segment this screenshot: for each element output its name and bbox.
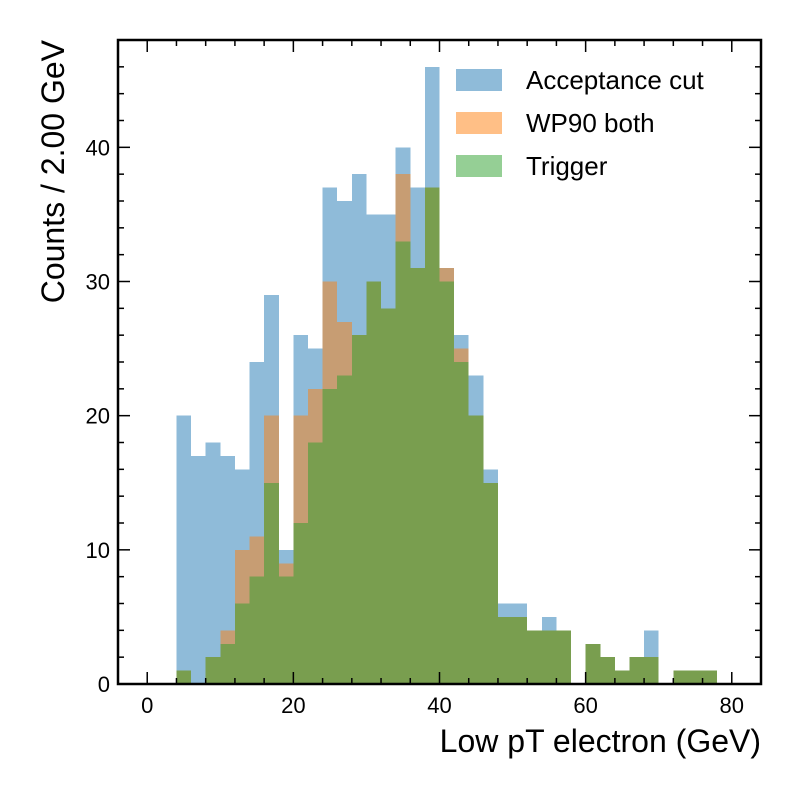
bar (220, 643, 235, 684)
bar (454, 362, 469, 684)
bar (439, 281, 455, 684)
y-tick-label: 20 (86, 404, 110, 429)
legend-swatch (456, 69, 502, 91)
bar (468, 415, 484, 684)
x-axis-label: Low pT electron (GeV) (440, 723, 761, 759)
legend: Acceptance cut WP90 both Trigger (456, 65, 705, 181)
x-tick-label: 0 (141, 693, 153, 718)
series-2 (176, 187, 718, 685)
bar (176, 670, 192, 684)
bar (307, 442, 323, 684)
bar (337, 375, 352, 684)
legend-label: Acceptance cut (526, 65, 705, 95)
x-tick-label: 80 (720, 693, 744, 718)
bar (483, 482, 498, 684)
bar (497, 616, 513, 684)
bar (673, 670, 688, 684)
bar (556, 630, 572, 684)
y-axis-label: Counts / 2.00 GeV (35, 39, 71, 303)
y-tick-label: 0 (98, 672, 110, 697)
bar (205, 657, 221, 684)
bar (629, 657, 645, 684)
tick-labels: 0 20 40 60 80 0 10 20 30 40 (86, 135, 744, 718)
bar (322, 388, 338, 684)
bar (424, 187, 440, 685)
bar (512, 616, 528, 684)
bar (600, 657, 615, 684)
y-tick-label: 10 (86, 538, 110, 563)
legend-swatch (456, 155, 502, 177)
bar (249, 576, 265, 684)
bar (366, 281, 382, 684)
legend-label: Trigger (526, 151, 608, 181)
x-tick-label: 20 (281, 693, 305, 718)
y-tick-label: 40 (86, 135, 110, 160)
bar (541, 630, 557, 684)
histogram-bars (176, 66, 718, 685)
bar (410, 268, 425, 684)
bar (687, 670, 703, 684)
bar (644, 657, 659, 684)
bar (191, 455, 206, 684)
y-tick-label: 30 (86, 270, 110, 295)
bar (585, 643, 601, 684)
bar (176, 415, 192, 684)
bar (702, 670, 718, 684)
bar (351, 335, 367, 684)
legend-label: WP90 both (526, 108, 655, 138)
bar (264, 482, 279, 684)
bar (527, 630, 542, 684)
bar (614, 670, 630, 684)
bar (220, 455, 235, 684)
bar (205, 442, 221, 684)
plot-frame (116, 38, 763, 686)
bar (381, 308, 396, 684)
bar (293, 523, 308, 684)
bar (234, 603, 250, 684)
legend-swatch (456, 112, 502, 134)
x-tick-label: 60 (573, 693, 597, 718)
x-tick-label: 40 (427, 693, 451, 718)
bar (395, 241, 411, 684)
bar (278, 576, 294, 684)
